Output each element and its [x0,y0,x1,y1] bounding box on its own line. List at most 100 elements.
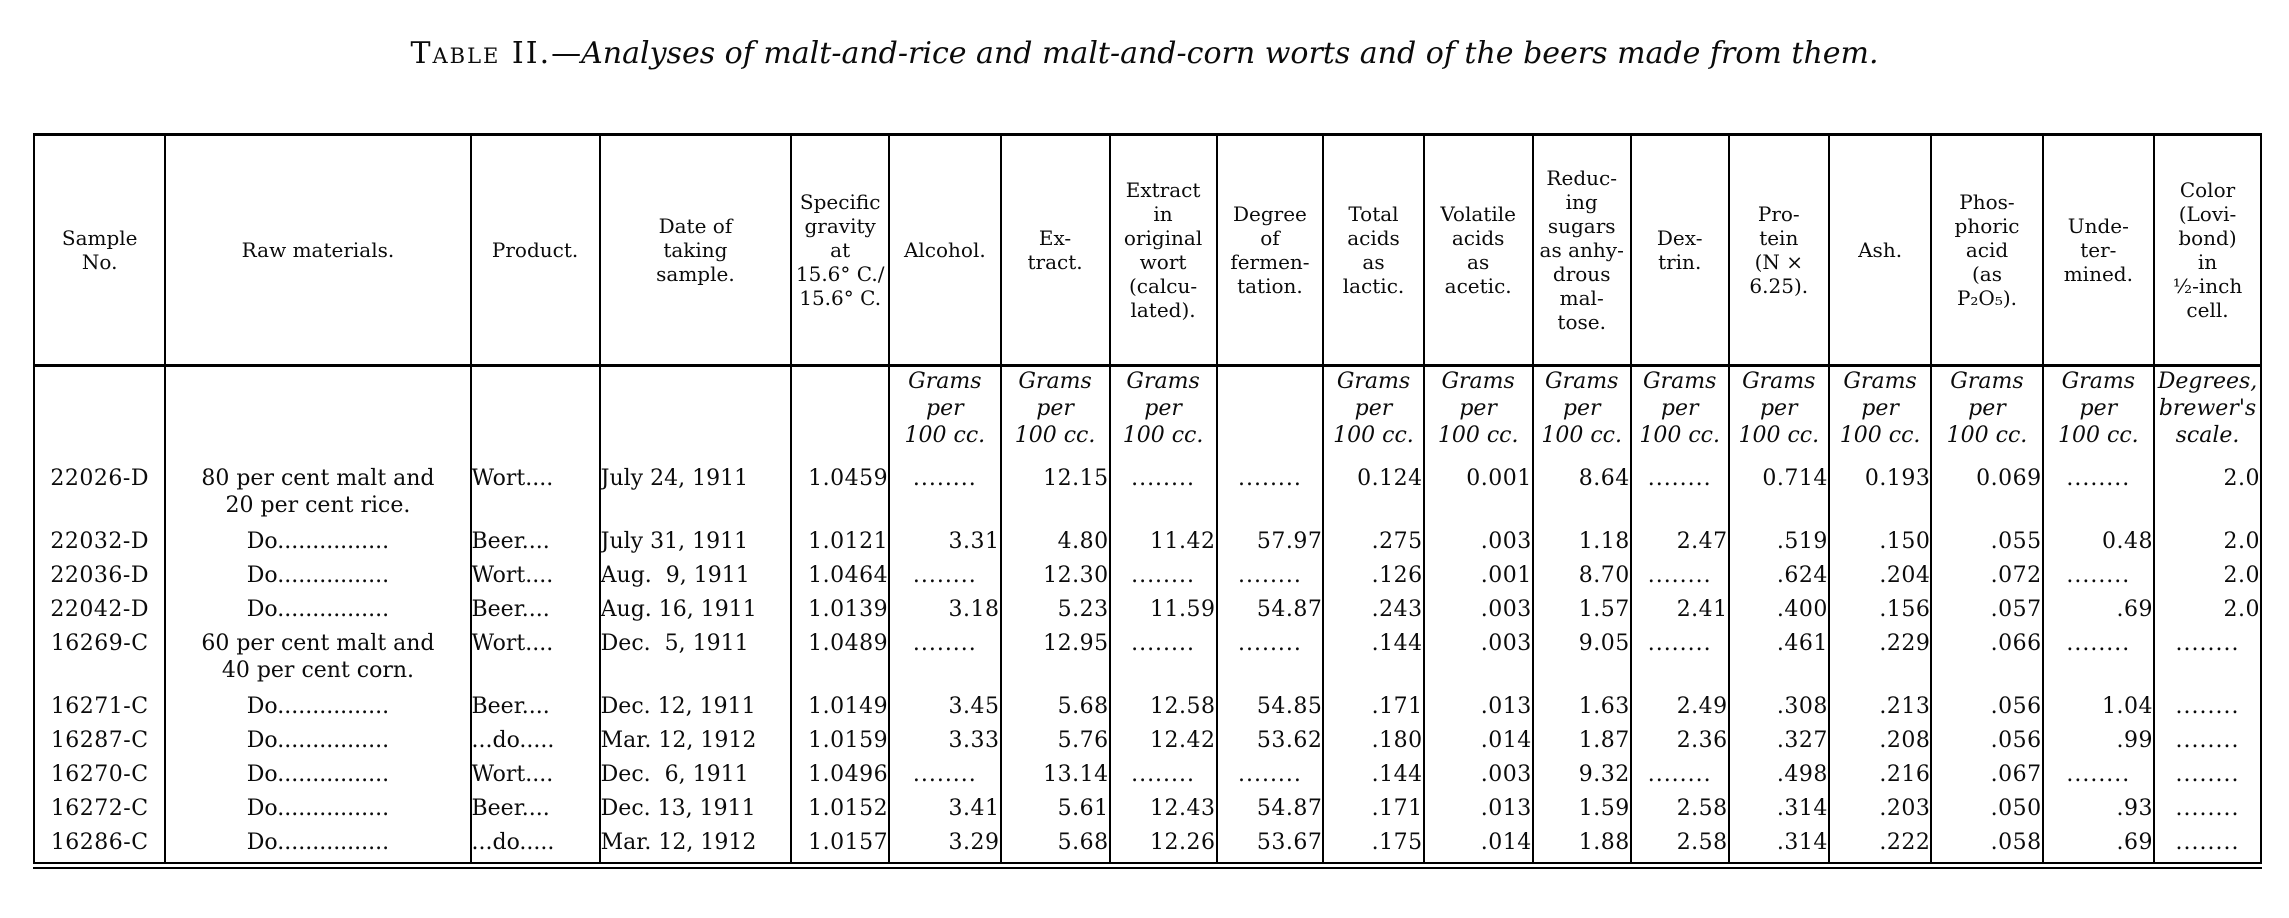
units-row: Grams per 100 cc. Grams per 100 cc. Grams … [32,365,2262,464]
table-cell: 0.48 [2041,527,2156,561]
table-header: Sample No. Raw materials. Product. Date of … [32,134,2262,367]
table-cell: ........ [2153,692,2262,726]
table-cell: .003 [1422,629,1534,692]
table-cell: 2.0 [2153,561,2262,595]
table-cell: .216 [1827,760,1933,794]
table-cell: ........ [1215,561,1325,595]
table-cell: 57.97 [1215,527,1325,561]
table-cell: 5.68 [999,692,1111,726]
table-cell: .013 [1422,692,1534,726]
units-cell [469,365,601,464]
table-cell: Dec. 12, 1911 [598,692,793,726]
column-header: Degree of fermen- tation. [1215,134,1325,367]
units-cell: Grams per 100 cc. [999,365,1111,464]
table-cell: 16287-C [32,726,167,760]
table-cell: 2.0 [2153,595,2262,629]
table-number-label: Table II. [410,36,552,71]
units-cell: Grams per 100 cc. [2041,365,2156,464]
table-cell: .175 [1322,828,1425,866]
table-cell: 2.58 [1629,828,1730,866]
column-header: Raw materials. [164,134,472,367]
table-cell: .327 [1727,726,1830,760]
table-cell: Do................ [164,692,472,726]
table-cell: .055 [1930,527,2044,561]
table-cell: 22032-D [32,527,167,561]
table-cell: .180 [1322,726,1425,760]
table-cell: ........ [1215,464,1325,527]
table-cell: Beer.... [469,527,601,561]
table-cell: .229 [1827,629,1933,692]
table-cell: 0.001 [1422,464,1534,527]
table-cell: ........ [888,760,1002,794]
table-cell: 0.069 [1930,464,2044,527]
table-cell: 1.59 [1531,794,1632,828]
table-cell: 2.41 [1629,595,1730,629]
table-cell: Dec. 13, 1911 [598,794,793,828]
table-cell: .014 [1422,828,1534,866]
table-cell: ........ [1629,561,1730,595]
table-cell: .150 [1827,527,1933,561]
table-cell: ........ [2153,794,2262,828]
table-cell: .314 [1727,828,1830,866]
table-cell: .066 [1930,629,2044,692]
units-cell [790,365,891,464]
table-cell: 3.29 [888,828,1002,866]
table-cell: 3.41 [888,794,1002,828]
table-cell: 53.67 [1215,828,1325,866]
column-header: Phos- phoric acid (as P₂O₅). [1930,134,2044,367]
column-header: Reduc- ing sugars as anhy- drous mal- to… [1531,134,1632,367]
table-cell: July 31, 1911 [598,527,793,561]
table-cell: .222 [1827,828,1933,866]
table-cell: ........ [888,629,1002,692]
table-cell: 8.70 [1531,561,1632,595]
column-header: Ash. [1827,134,1933,367]
table-cell: .243 [1322,595,1425,629]
table-cell: 16271-C [32,692,167,726]
units-cell [164,365,472,464]
units-cell: Grams per 100 cc. [1727,365,1830,464]
table-cell: 2.36 [1629,726,1730,760]
table-cell: 2.0 [2153,464,2262,527]
table-cell: ........ [1108,464,1218,527]
table-row: 22036-D Do................ Wort.... Aug. 9,… [32,561,2262,595]
table-cell: 54.87 [1215,595,1325,629]
table-cell: .067 [1930,760,2044,794]
table-cell: 3.31 [888,527,1002,561]
table-cell: .072 [1930,561,2044,595]
units-cell: Grams per 100 cc. [1629,365,1730,464]
table-cell: ........ [2041,629,2156,692]
table-row: 22026-D 80 per cent malt and 20 per cent … [32,464,2262,527]
table-cell: 11.59 [1108,595,1218,629]
units-cell: Grams per 100 cc. [1422,365,1534,464]
table-cell: Do................ [164,794,472,828]
table-cell: 0.124 [1322,464,1425,527]
title-text: Analyses of malt-and-rice and malt-and-c… [581,36,1879,71]
table-cell: 3.45 [888,692,1002,726]
units-cell: Grams per 100 cc. [888,365,1002,464]
column-header: Pro- tein (N × 6.25). [1727,134,1830,367]
table-cell: .171 [1322,692,1425,726]
table-cell: 1.0157 [790,828,891,866]
table-cell: 1.04 [2041,692,2156,726]
header-row: Sample No. Raw materials. Product. Date of … [32,134,2262,367]
column-header: Volatile acids as acetic. [1422,134,1534,367]
table-cell: Wort.... [469,561,601,595]
table-cell: 1.57 [1531,595,1632,629]
table-cell: Aug. 16, 1911 [598,595,793,629]
table-cell: .275 [1322,527,1425,561]
table-cell: 12.26 [1108,828,1218,866]
table-cell: .99 [2041,726,2156,760]
table-cell: .400 [1727,595,1830,629]
table-cell: .003 [1422,595,1534,629]
table-cell: 60 per cent malt and 40 per cent corn. [164,629,472,692]
table-cell: Wort.... [469,629,601,692]
table-cell: 80 per cent malt and 20 per cent rice. [164,464,472,527]
table-cell: 1.0152 [790,794,891,828]
table-cell: ........ [1629,760,1730,794]
table-cell: .204 [1827,561,1933,595]
table-cell: 16270-C [32,760,167,794]
table-cell: ........ [1215,760,1325,794]
table-cell: ........ [1215,629,1325,692]
table-cell: 1.0139 [790,595,891,629]
